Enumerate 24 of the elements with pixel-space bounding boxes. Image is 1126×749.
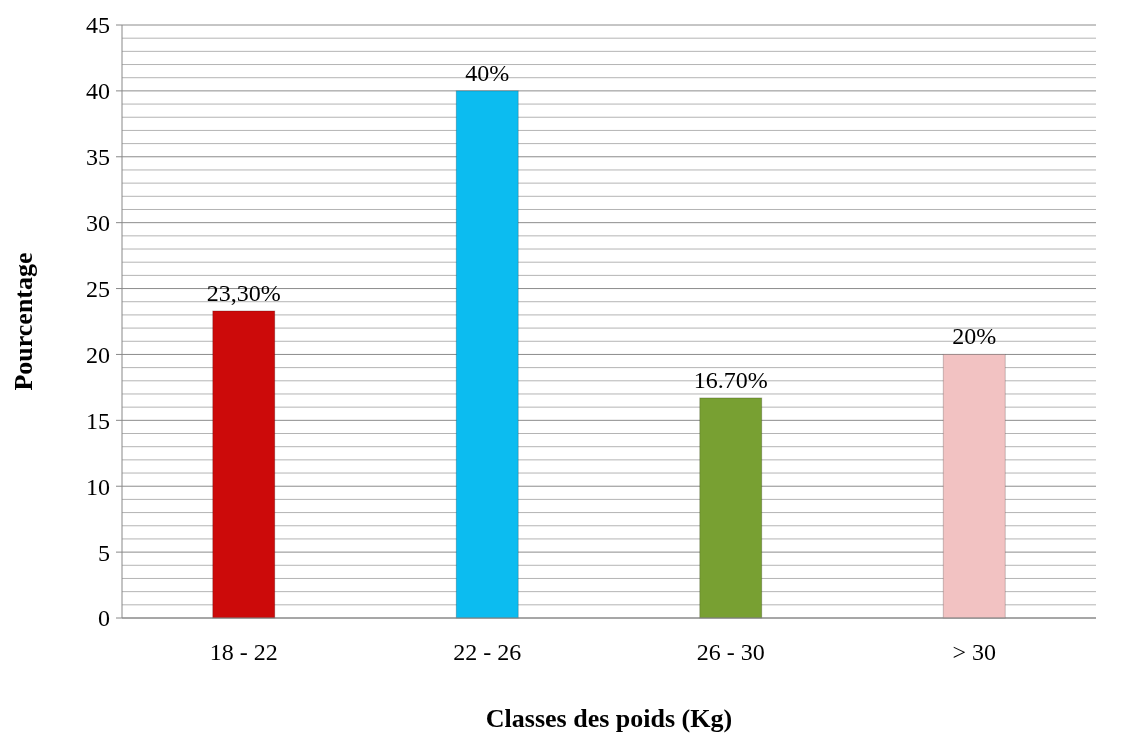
x-tick-label: 26 - 30 [696, 639, 765, 665]
bar [455, 90, 519, 619]
bar [212, 310, 276, 619]
x-axis-title: Classes des poids (Kg) [485, 704, 733, 733]
x-tick-label: 18 - 22 [209, 639, 278, 665]
bar [942, 353, 1006, 619]
data-label: 20% [952, 323, 997, 350]
bar [699, 397, 763, 619]
data-label: 16.70% [693, 366, 768, 393]
y-tick-label: 5 [98, 539, 110, 566]
x-tick-label: > 30 [952, 639, 997, 665]
y-tick-label: 25 [86, 275, 110, 302]
y-axis-title: Pourcentage [9, 252, 38, 391]
data-label: 23,30% [206, 279, 281, 306]
y-tick-label: 35 [86, 144, 110, 171]
y-tick-label: 30 [86, 210, 110, 237]
y-tick-label: 20 [86, 341, 110, 368]
data-label: 40% [465, 59, 510, 86]
y-tick-label: 10 [86, 473, 110, 500]
y-tick-label: 45 [86, 12, 110, 39]
x-tick-label: 22 - 26 [453, 639, 522, 665]
y-tick-label: 0 [98, 605, 110, 632]
y-tick-label: 15 [86, 407, 110, 434]
y-tick-label: 40 [86, 78, 110, 105]
